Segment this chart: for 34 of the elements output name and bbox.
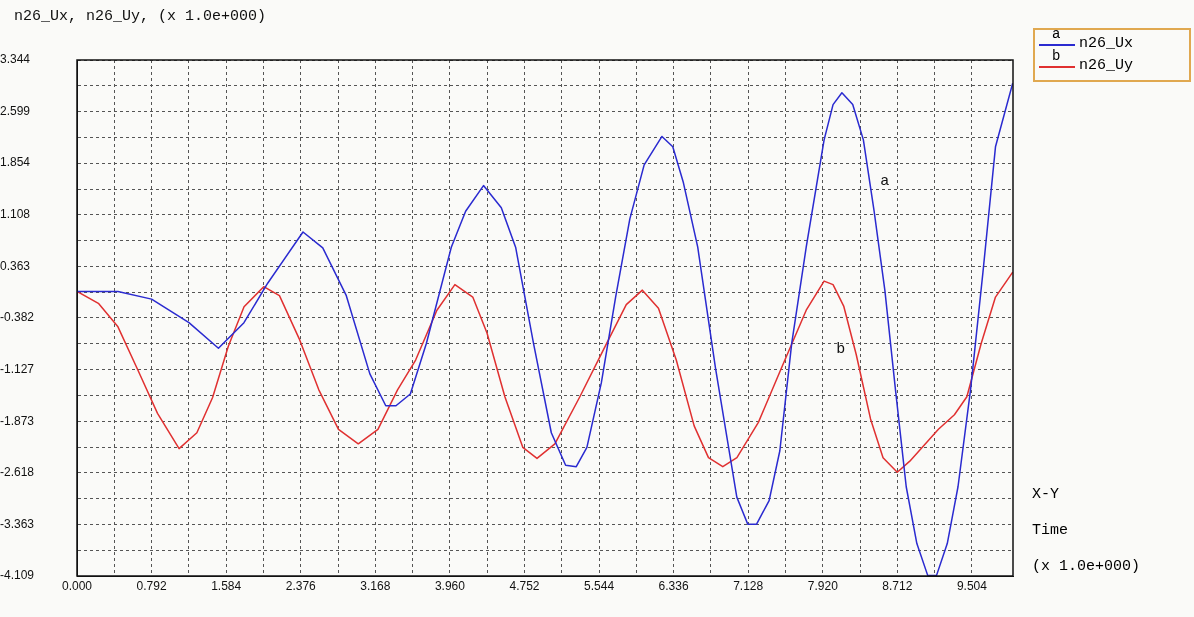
x-tick-label: 4.752 — [509, 578, 540, 593]
annotation: b — [836, 340, 846, 358]
y-tick-label: -1.127 — [0, 361, 35, 376]
y-tick-label: -4.109 — [0, 568, 35, 583]
y-tick-label: -0.382 — [0, 310, 35, 325]
x-tick-label: 8.712 — [882, 578, 913, 593]
text: (x 1.0e+000) — [1032, 558, 1141, 577]
text: X-Y — [1032, 486, 1060, 505]
x-tick-label: 2.376 — [285, 578, 317, 593]
y-tick-label: 1.854 — [0, 155, 31, 170]
x-tick-label: 1.584 — [211, 578, 242, 593]
y-tick-label: -2.618 — [0, 465, 35, 480]
y-tick-label: -1.873 — [0, 413, 35, 428]
x-tick-label: 3.168 — [360, 578, 391, 593]
x-tick-label: 7.920 — [807, 578, 839, 593]
x-tick-label: 9.504 — [956, 578, 988, 593]
legend-label: n26_Uy — [1079, 56, 1134, 74]
annotation: a — [880, 173, 890, 191]
text: b — [1052, 48, 1061, 64]
x-tick-label: 3.960 — [434, 578, 466, 593]
text: a — [1052, 26, 1061, 42]
x-tick-label: 6.336 — [658, 578, 689, 593]
y-tick-label: 3.344 — [0, 52, 31, 67]
x-axis-title: Time — [1032, 522, 1069, 541]
y-tick-label: 0.363 — [0, 258, 31, 273]
x-tick-label: 5.544 — [584, 578, 615, 593]
x-tick-label: 7.128 — [733, 578, 764, 593]
y-tick-label: -3.363 — [0, 516, 35, 531]
y-axis-title: n26_Ux, n26_Uy, (x 1.0e+000) — [14, 8, 267, 25]
x-tick-label: 0.000 — [61, 578, 93, 593]
y-tick-label: 2.599 — [0, 103, 31, 118]
legend-label: n26_Ux — [1079, 34, 1134, 52]
x-tick-label: 0.792 — [136, 578, 167, 593]
y-tick-label: 1.108 — [0, 207, 31, 222]
